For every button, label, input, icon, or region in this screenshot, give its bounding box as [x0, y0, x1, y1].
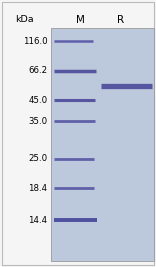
Text: 116.0: 116.0: [23, 37, 48, 46]
FancyBboxPatch shape: [2, 2, 154, 265]
Text: kDa: kDa: [15, 15, 34, 24]
Text: 45.0: 45.0: [28, 96, 48, 105]
Text: 66.2: 66.2: [28, 66, 48, 75]
Text: 25.0: 25.0: [28, 154, 48, 163]
FancyBboxPatch shape: [51, 28, 154, 261]
Text: 18.4: 18.4: [28, 184, 48, 193]
Text: 35.0: 35.0: [28, 117, 48, 126]
Text: M: M: [76, 15, 85, 25]
Text: R: R: [117, 15, 124, 25]
Text: 14.4: 14.4: [28, 216, 48, 225]
